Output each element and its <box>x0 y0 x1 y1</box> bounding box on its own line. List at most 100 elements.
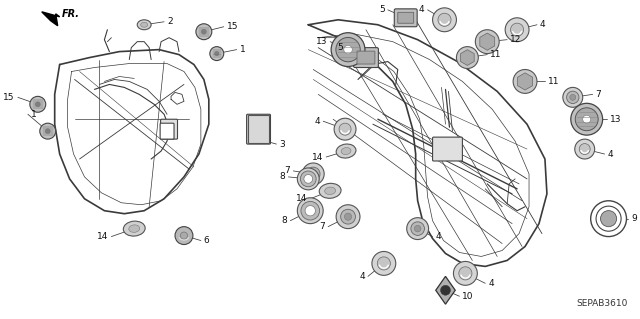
Text: 10: 10 <box>463 292 474 301</box>
Circle shape <box>591 201 627 237</box>
Circle shape <box>579 144 590 154</box>
Ellipse shape <box>137 20 151 30</box>
Circle shape <box>364 56 368 60</box>
Circle shape <box>411 222 424 235</box>
Circle shape <box>339 123 351 135</box>
Text: 7: 7 <box>285 167 291 175</box>
Text: 15: 15 <box>3 93 15 102</box>
Circle shape <box>372 251 396 275</box>
Ellipse shape <box>319 183 341 198</box>
Ellipse shape <box>124 221 145 236</box>
Polygon shape <box>480 33 495 50</box>
Circle shape <box>45 129 50 134</box>
Circle shape <box>596 206 621 231</box>
Circle shape <box>301 201 319 220</box>
Circle shape <box>575 108 598 131</box>
Circle shape <box>406 218 429 240</box>
Circle shape <box>302 163 324 185</box>
Circle shape <box>40 123 56 139</box>
Text: 13: 13 <box>316 37 327 46</box>
Circle shape <box>575 139 595 159</box>
Polygon shape <box>42 12 60 26</box>
Circle shape <box>459 267 472 280</box>
Text: 3: 3 <box>280 140 285 149</box>
Circle shape <box>583 115 591 123</box>
Text: 14: 14 <box>312 152 323 161</box>
Circle shape <box>433 8 456 32</box>
Circle shape <box>210 47 224 61</box>
Circle shape <box>310 171 317 177</box>
FancyBboxPatch shape <box>246 114 271 144</box>
Text: FR.: FR. <box>61 9 79 19</box>
Circle shape <box>35 102 40 107</box>
Circle shape <box>465 55 470 60</box>
Circle shape <box>571 103 603 135</box>
FancyBboxPatch shape <box>394 9 417 27</box>
Circle shape <box>511 23 524 36</box>
Text: 1: 1 <box>239 45 245 54</box>
Text: 4: 4 <box>488 279 494 288</box>
Text: 8: 8 <box>280 172 285 182</box>
Circle shape <box>505 18 529 42</box>
Text: 12: 12 <box>510 35 522 44</box>
FancyBboxPatch shape <box>398 12 413 23</box>
Text: 11: 11 <box>490 50 502 59</box>
Circle shape <box>476 30 499 54</box>
Ellipse shape <box>336 144 356 158</box>
Text: 2: 2 <box>167 17 173 26</box>
FancyBboxPatch shape <box>433 137 463 161</box>
Circle shape <box>331 33 365 67</box>
Text: 7: 7 <box>596 90 602 99</box>
Ellipse shape <box>129 225 140 232</box>
Text: 7: 7 <box>319 222 325 231</box>
Ellipse shape <box>141 22 148 27</box>
Text: 14: 14 <box>97 232 108 241</box>
FancyBboxPatch shape <box>353 48 378 68</box>
Circle shape <box>378 257 390 270</box>
Circle shape <box>566 91 579 103</box>
Text: 4: 4 <box>419 5 424 14</box>
Circle shape <box>522 78 528 85</box>
Circle shape <box>414 225 421 232</box>
Text: 4: 4 <box>540 20 545 29</box>
Circle shape <box>30 96 45 112</box>
Circle shape <box>336 205 360 229</box>
Circle shape <box>304 174 313 183</box>
Circle shape <box>196 24 212 40</box>
Circle shape <box>307 167 320 181</box>
Circle shape <box>456 47 478 69</box>
Text: 6: 6 <box>204 236 210 245</box>
Circle shape <box>513 70 537 93</box>
Polygon shape <box>436 276 455 304</box>
Text: 14: 14 <box>296 194 307 203</box>
Text: 4: 4 <box>359 272 365 281</box>
Circle shape <box>305 205 316 216</box>
Circle shape <box>336 37 360 62</box>
Text: 15: 15 <box>227 22 238 31</box>
Circle shape <box>298 168 319 190</box>
Circle shape <box>440 285 451 295</box>
Text: 4: 4 <box>315 117 320 126</box>
Circle shape <box>300 171 316 187</box>
Text: 5: 5 <box>379 5 385 14</box>
Text: 9: 9 <box>632 214 637 223</box>
Text: 5: 5 <box>337 43 343 52</box>
Circle shape <box>438 13 451 26</box>
Circle shape <box>454 262 477 285</box>
Circle shape <box>563 87 583 107</box>
Circle shape <box>404 16 408 20</box>
Ellipse shape <box>341 147 351 155</box>
Polygon shape <box>518 73 532 90</box>
Circle shape <box>180 232 188 239</box>
Text: 8: 8 <box>282 216 287 225</box>
Text: SEPAB3610: SEPAB3610 <box>577 299 628 308</box>
Ellipse shape <box>324 187 335 195</box>
Text: 4: 4 <box>436 232 441 241</box>
Circle shape <box>344 213 351 220</box>
Circle shape <box>340 209 355 224</box>
Text: 1: 1 <box>31 110 36 119</box>
FancyBboxPatch shape <box>248 115 269 143</box>
FancyBboxPatch shape <box>160 123 174 139</box>
Text: 11: 11 <box>548 77 559 86</box>
Text: 13: 13 <box>609 115 621 124</box>
